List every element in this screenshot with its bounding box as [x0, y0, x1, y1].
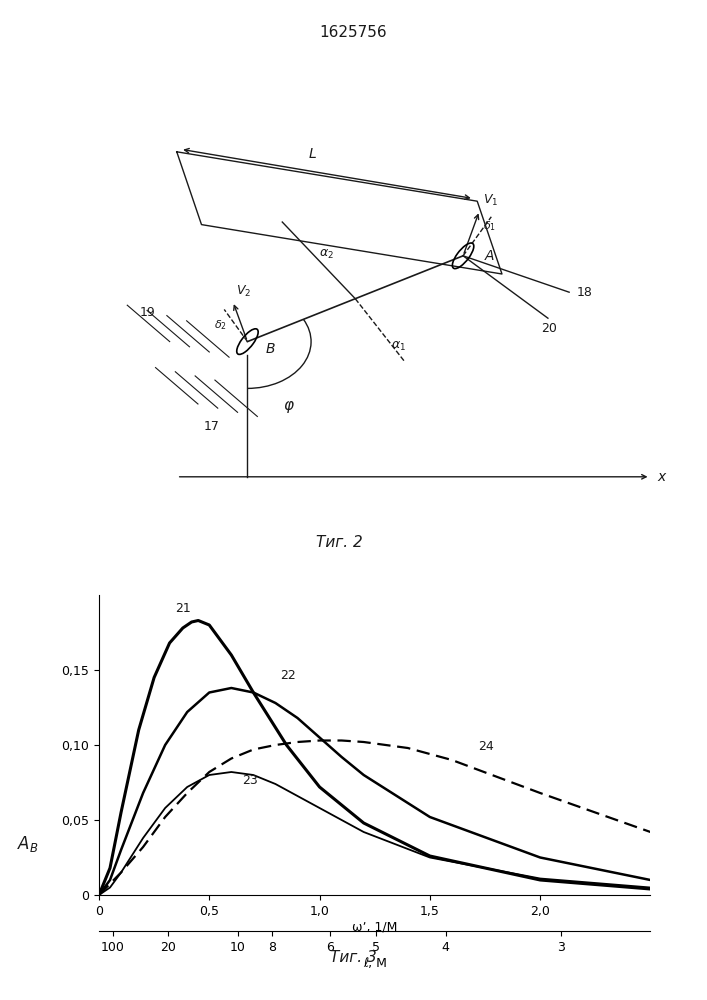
Text: 19: 19 — [140, 306, 156, 320]
Text: $\delta_1$: $\delta_1$ — [483, 219, 496, 233]
Text: $\alpha_1$: $\alpha_1$ — [391, 340, 406, 353]
Text: 22: 22 — [280, 669, 296, 682]
Text: 21: 21 — [175, 602, 191, 614]
Text: $\alpha_2$: $\alpha_2$ — [319, 248, 334, 261]
Text: x: x — [658, 470, 666, 484]
Text: L: L — [309, 147, 317, 161]
Text: $A_B$: $A_B$ — [16, 834, 38, 854]
Text: 17: 17 — [204, 420, 220, 433]
Text: Τиг. 2: Τиг. 2 — [316, 535, 363, 550]
Text: $V_1$: $V_1$ — [483, 193, 498, 208]
Text: $V_2$: $V_2$ — [236, 284, 252, 299]
Text: 20: 20 — [541, 322, 556, 335]
Text: 18: 18 — [576, 286, 592, 299]
Text: $\varphi$: $\varphi$ — [283, 399, 295, 415]
Text: 23: 23 — [243, 774, 258, 787]
Text: B: B — [265, 342, 274, 356]
Text: $\delta_2$: $\delta_2$ — [214, 319, 228, 332]
Text: A: A — [484, 249, 493, 263]
X-axis label: ωʼ, 1/М: ωʼ, 1/М — [352, 920, 397, 934]
X-axis label: ℓ, М: ℓ, М — [363, 957, 387, 970]
Text: 24: 24 — [479, 740, 494, 753]
Text: 1625756: 1625756 — [320, 25, 387, 40]
Text: Τиг. 3: Τиг. 3 — [330, 950, 377, 965]
